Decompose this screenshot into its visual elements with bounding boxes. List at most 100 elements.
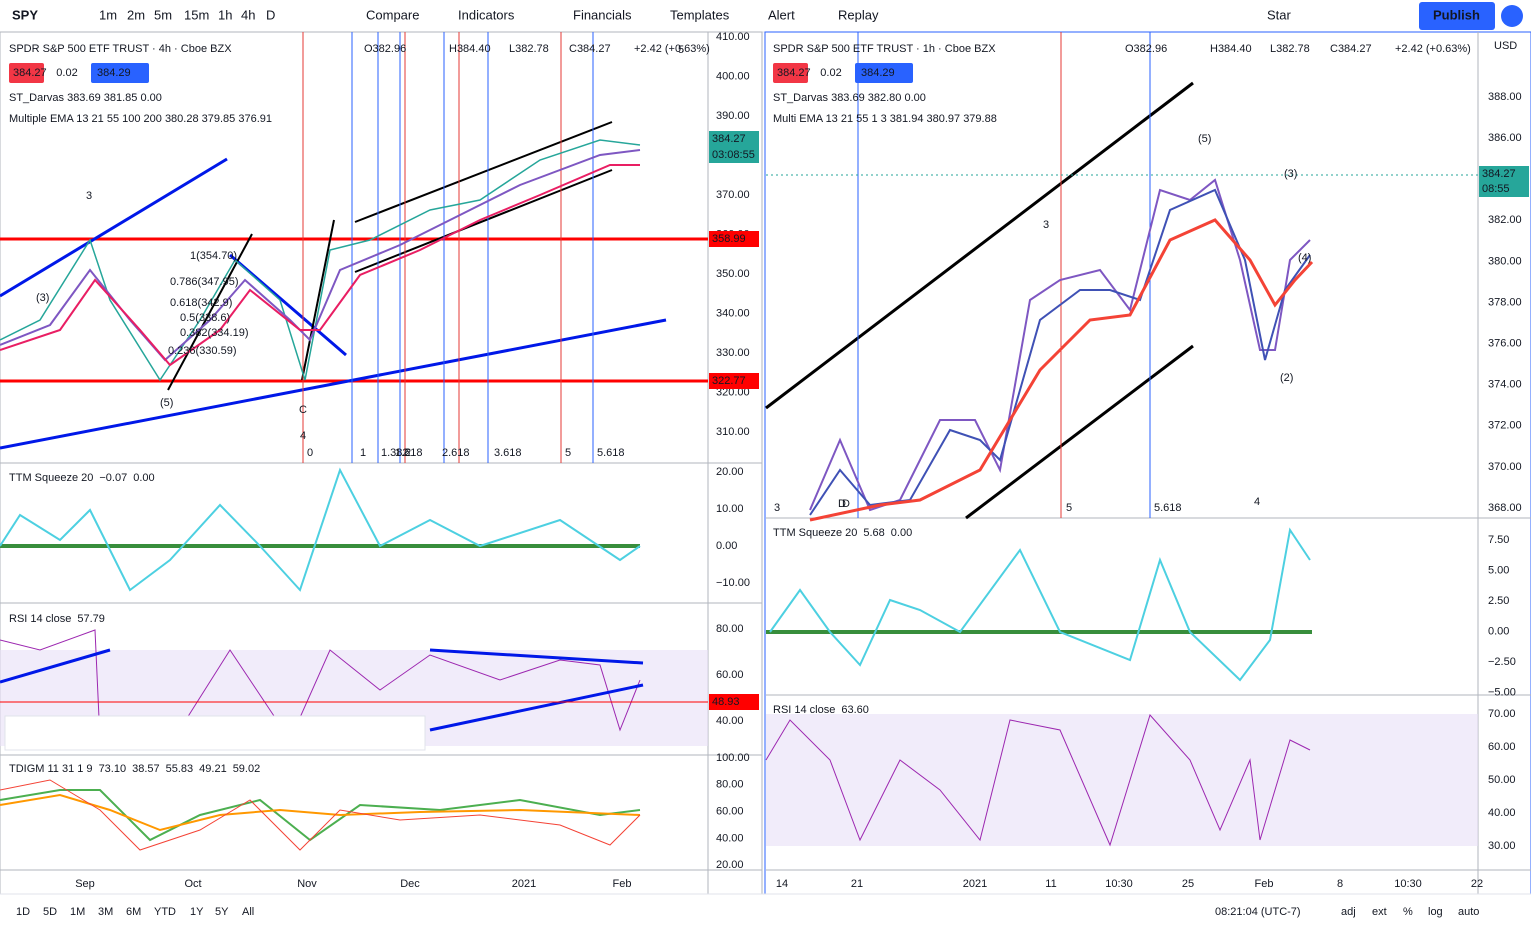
play-button[interactable] <box>1501 5 1523 27</box>
rsi-tick: 40.00 <box>1488 807 1516 819</box>
time-tick: 14 <box>776 878 788 890</box>
price-label-bg <box>709 373 759 389</box>
time-tick: 11 <box>1045 878 1056 890</box>
range-button[interactable]: YTD <box>154 906 176 918</box>
fib-label: 0 <box>307 447 313 459</box>
range-button[interactable]: 5D <box>43 906 57 918</box>
range-button[interactable]: 1M <box>70 906 85 918</box>
drawing-toolbar[interactable] <box>4 715 426 751</box>
currency: USD <box>1494 40 1517 52</box>
range-button[interactable]: 1Y <box>190 906 204 918</box>
pane-value: 0.00 <box>133 472 154 484</box>
ohlc: +2.42 (+0.63%) <box>634 43 710 55</box>
toolbar-bg <box>0 0 1531 32</box>
ask: 384.29 <box>861 67 895 79</box>
bid: 384.27 <box>777 67 811 79</box>
pane-value: 59.02 <box>233 763 261 775</box>
time-tick: 25 <box>1182 878 1194 890</box>
time-tick: Nov <box>297 878 317 890</box>
toolbar-button[interactable]: Alert <box>768 7 795 22</box>
wave-label: 0.786(347.95) <box>170 276 239 288</box>
star-button[interactable]: Star <box>1267 7 1292 22</box>
scale-toggle[interactable]: % <box>1403 906 1413 918</box>
wave-label: (5) <box>1198 133 1211 145</box>
time-tick: 10:30 <box>1394 878 1422 890</box>
publish-bg[interactable] <box>1419 2 1495 30</box>
time-tick: Feb <box>1255 878 1274 890</box>
publish-button[interactable]: Publish <box>1433 7 1480 22</box>
interval[interactable]: 1h <box>218 7 232 22</box>
price-tick: 370.00 <box>1488 461 1522 473</box>
rsi-tick: 50.00 <box>1488 774 1516 786</box>
range-button[interactable]: All <box>242 906 254 918</box>
range-button[interactable]: 1D <box>16 906 30 918</box>
price-tick: 320.00 <box>716 386 750 398</box>
ttm-tick: −5.00 <box>1488 686 1516 698</box>
interval[interactable]: 4h <box>241 7 255 22</box>
ttm-tick: 0.00 <box>1488 625 1509 637</box>
wave-label: 0.236(330.59) <box>168 345 237 357</box>
range-button[interactable]: 5Y <box>215 906 229 918</box>
interval[interactable]: D <box>266 7 275 22</box>
right-drawings <box>765 32 1478 847</box>
price-label: 322.77 <box>712 375 746 387</box>
price-tick: 372.00 <box>1488 420 1522 432</box>
indicator-legend: ST_Darvas 383.69 381.85 0.00 <box>9 92 162 104</box>
interval[interactable]: 2m <box>127 7 145 22</box>
pane-legend: TTM Squeeze 20 <box>773 527 857 539</box>
ttm-tick: 0.00 <box>716 540 737 552</box>
symbol[interactable]: SPY <box>12 7 38 22</box>
price-label-bg <box>709 131 759 147</box>
interval[interactable]: 1m <box>99 7 117 22</box>
time-tick: Feb <box>613 878 632 890</box>
wave-label: 4 <box>1254 496 1260 508</box>
fib-label: 1.618 <box>395 447 423 459</box>
price-tick: 400.00 <box>716 70 750 82</box>
interval[interactable]: 15m <box>184 7 209 22</box>
price-label: 03:08:55 <box>712 149 755 161</box>
rsi-tick: 80.00 <box>716 623 744 635</box>
left-indicator-drawings <box>0 467 708 851</box>
pane-legend: RSI 14 close <box>773 704 835 716</box>
ohlc: C384.27 <box>569 43 611 55</box>
price-label: 48.93 <box>712 696 740 708</box>
range-button[interactable]: 6M <box>126 906 141 918</box>
toolbar-button[interactable]: Compare <box>366 7 419 22</box>
price-tick: 374.00 <box>1488 379 1522 391</box>
time-tick: Sep <box>75 878 95 890</box>
time-tick: 22 <box>1471 878 1483 890</box>
ohlc: +2.42 (+0.63%) <box>1395 43 1471 55</box>
toolbar-button[interactable]: Templates <box>670 7 730 22</box>
scale-toggle[interactable]: ext <box>1372 906 1387 918</box>
ohlc: L382.78 <box>509 43 549 55</box>
ttm-tick: 7.50 <box>1488 534 1509 546</box>
toolbar-button[interactable]: Indicators <box>458 7 515 22</box>
scale-toggle[interactable]: log <box>1428 906 1443 918</box>
fib-label: 1.382 <box>381 447 409 459</box>
ttm-tick: −2.50 <box>1488 656 1516 668</box>
toolbar-button[interactable]: Replay <box>838 7 879 22</box>
ask-bg <box>91 63 149 83</box>
fib-label: 2.618 <box>442 447 470 459</box>
chart-title: SPDR S&P 500 ETF TRUST · 4h · Cboe BZX <box>9 43 232 55</box>
left-drawings <box>0 32 708 463</box>
time-tick: 21 <box>851 878 863 890</box>
pane-value: −0.07 <box>99 472 127 484</box>
ohlc: C384.27 <box>1330 43 1372 55</box>
price-tick: 382.00 <box>1488 214 1522 226</box>
interval[interactable]: 5m <box>154 7 172 22</box>
ohlc: H384.40 <box>1210 43 1252 55</box>
scale-toggle[interactable]: auto <box>1458 906 1479 918</box>
scale-toggle[interactable]: adj <box>1341 906 1356 918</box>
indicator-legend: ST_Darvas 383.69 382.80 0.00 <box>773 92 926 104</box>
toolbar-button[interactable]: Financials <box>573 7 632 22</box>
ask: 384.29 <box>97 67 131 79</box>
tdigm-tick: 40.00 <box>716 832 744 844</box>
price-tick: 410.00 <box>716 31 750 43</box>
fib-label: 5 <box>1066 502 1072 514</box>
ttm-tick: 10.00 <box>716 503 744 515</box>
pane-value: 73.10 <box>99 763 127 775</box>
pane-legend: TTM Squeeze 20 <box>9 472 93 484</box>
bid: 384.27 <box>13 67 47 79</box>
range-button[interactable]: 3M <box>98 906 113 918</box>
